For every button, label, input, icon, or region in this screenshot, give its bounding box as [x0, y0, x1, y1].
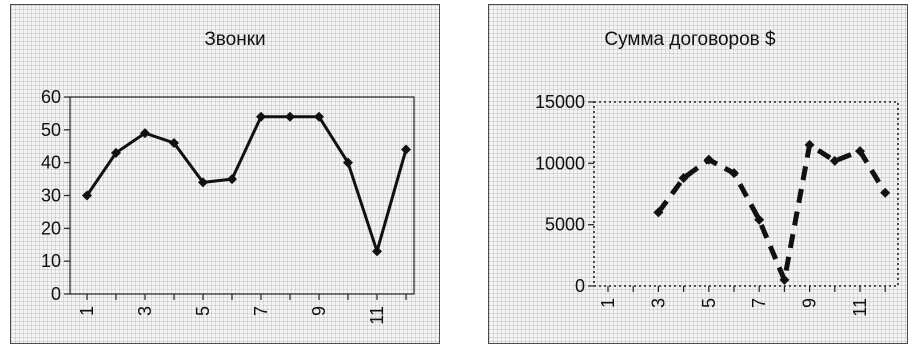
series-line	[656, 142, 888, 283]
data-point	[401, 144, 411, 155]
y-tick-label: 5000	[545, 215, 585, 235]
x-tick-label: 7	[251, 306, 271, 316]
y-tick-label: 50	[41, 120, 61, 140]
y-tick-label: 20	[41, 218, 61, 238]
x-tick-label: 3	[135, 306, 155, 316]
data-point	[169, 137, 179, 148]
contracts-chart-frame	[488, 4, 908, 344]
data-point	[198, 177, 208, 188]
data-point	[880, 187, 891, 198]
data-point	[729, 168, 739, 179]
y-tick-label: 30	[41, 186, 61, 206]
data-point	[855, 146, 865, 157]
data-point	[343, 157, 353, 168]
data-point	[111, 147, 121, 158]
x-tick-label: 1	[77, 306, 97, 316]
x-tick-label: 7	[749, 298, 769, 308]
y-tick-label: 0	[575, 276, 585, 296]
x-tick-label: 1	[598, 298, 618, 308]
data-point	[678, 173, 689, 184]
data-point	[285, 111, 295, 122]
y-tick-label: 10000	[535, 153, 585, 173]
calls-chart-frame	[10, 4, 440, 344]
y-tick-label: 0	[51, 284, 61, 304]
x-tick-label: 3	[648, 298, 668, 308]
y-tick-label: 10	[41, 251, 61, 271]
x-tick-label: 9	[800, 298, 820, 308]
series-line	[85, 115, 408, 253]
chart-title: Звонки	[204, 29, 265, 50]
data-point	[140, 128, 150, 139]
data-point	[754, 214, 765, 225]
data-point	[779, 274, 790, 285]
x-tick-label: 9	[309, 306, 329, 316]
y-tick-label: 15000	[535, 92, 585, 112]
data-point	[256, 111, 266, 122]
data-point	[804, 139, 815, 150]
x-tick-label: 5	[193, 306, 213, 316]
data-point	[829, 155, 840, 166]
chart-title: Сумма договоров $	[604, 29, 776, 50]
data-point	[82, 190, 92, 201]
data-point	[372, 246, 382, 257]
y-tick-label: 60	[41, 87, 61, 107]
data-point	[703, 154, 714, 165]
x-tick-label: 5	[699, 298, 719, 308]
data-point	[314, 111, 324, 122]
x-tick-label: 11	[367, 306, 387, 325]
y-tick-label: 40	[41, 153, 61, 173]
data-point	[653, 207, 664, 218]
x-tick-label: 11	[850, 298, 870, 317]
data-point	[227, 174, 237, 185]
